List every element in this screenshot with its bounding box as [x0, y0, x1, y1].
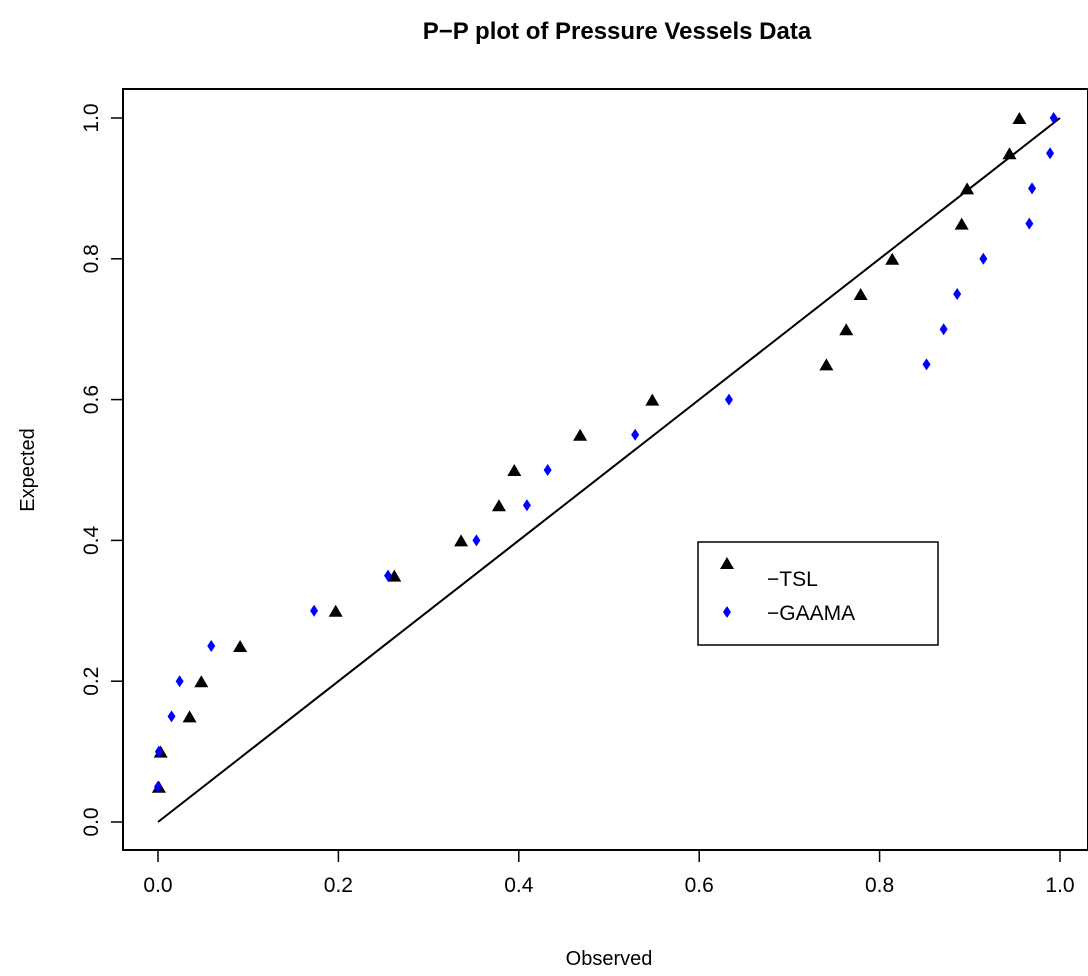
gaama-point: [154, 745, 163, 758]
tsl-point: [839, 323, 854, 336]
x-tick-label: 1.0: [1045, 874, 1074, 897]
legend: −TSL −GAAMA: [697, 541, 939, 646]
gaama-point: [953, 288, 962, 300]
y-tick-label: 1.0: [80, 103, 103, 132]
tsl-point: [954, 217, 969, 230]
x-tick-label: 0.4: [504, 874, 534, 897]
tsl-point: [819, 358, 834, 371]
gaama-point: [154, 780, 162, 793]
tsl-point: [507, 464, 522, 476]
chart-title: P−P plot of Pressure Vessels Data: [423, 18, 812, 45]
legend-box: [697, 541, 939, 646]
y-axis: 0.0 0.2 0.4 0.6 0.8 1.0: [80, 103, 123, 837]
gaama-point: [543, 464, 552, 476]
legend-label-gaama: −GAAMA: [767, 602, 855, 625]
tsl-point: [233, 640, 248, 652]
tsl-point: [1002, 147, 1017, 160]
x-tick-label: 0.0: [143, 874, 172, 897]
x-tick-label: 0.6: [685, 874, 714, 897]
y-tick-label: 0.8: [80, 244, 103, 273]
gaama-point: [310, 604, 319, 617]
gaama-point: [167, 710, 176, 723]
tsl-point: [853, 288, 868, 300]
tsl-point: [194, 675, 209, 688]
x-tick-label: 0.8: [865, 874, 894, 897]
gaama-point: [724, 393, 733, 406]
gaama-point: [522, 499, 531, 512]
legend-marker-gaama: [723, 606, 731, 618]
y-axis-label: Expected: [17, 428, 39, 511]
x-axis: 0.0 0.2 0.4 0.6 0.8 1.0: [143, 850, 1075, 897]
tsl-point: [182, 710, 197, 723]
gaama-point: [979, 252, 988, 265]
legend-marker-tsl: [720, 557, 734, 569]
gaama-point: [472, 534, 481, 547]
y-tick-label: 0.2: [80, 667, 103, 696]
gaama-point: [384, 569, 393, 582]
tsl-point: [491, 499, 506, 512]
tsl-point: [960, 182, 975, 195]
tsl-point: [387, 569, 402, 582]
reference-line: [157, 117, 1061, 823]
y-tick-label: 0.4: [80, 525, 103, 555]
data-points: [151, 112, 1058, 793]
gaama-point: [1025, 217, 1034, 230]
tsl-point: [1012, 112, 1027, 124]
tsl-point: [573, 428, 588, 441]
gaama-point: [207, 640, 216, 652]
tsl-point: [328, 604, 343, 617]
y-tick-label: 0.0: [80, 807, 103, 836]
gaama-point: [1046, 147, 1055, 160]
gaama-point: [631, 428, 640, 441]
y-tick-label: 0.6: [80, 385, 103, 414]
gaama-point: [175, 675, 184, 688]
tsl-point: [645, 393, 660, 406]
legend-label-tsl: −TSL: [767, 568, 818, 591]
plot-frame: [122, 88, 1088, 851]
tsl-point: [885, 252, 900, 265]
x-axis-label: Observed: [566, 948, 653, 970]
gaama-point: [939, 323, 948, 336]
gaama-point: [1028, 182, 1037, 195]
x-tick-label: 0.2: [324, 874, 353, 897]
tsl-point: [454, 534, 469, 547]
gaama-point: [1049, 112, 1058, 124]
gaama-point: [922, 358, 931, 371]
